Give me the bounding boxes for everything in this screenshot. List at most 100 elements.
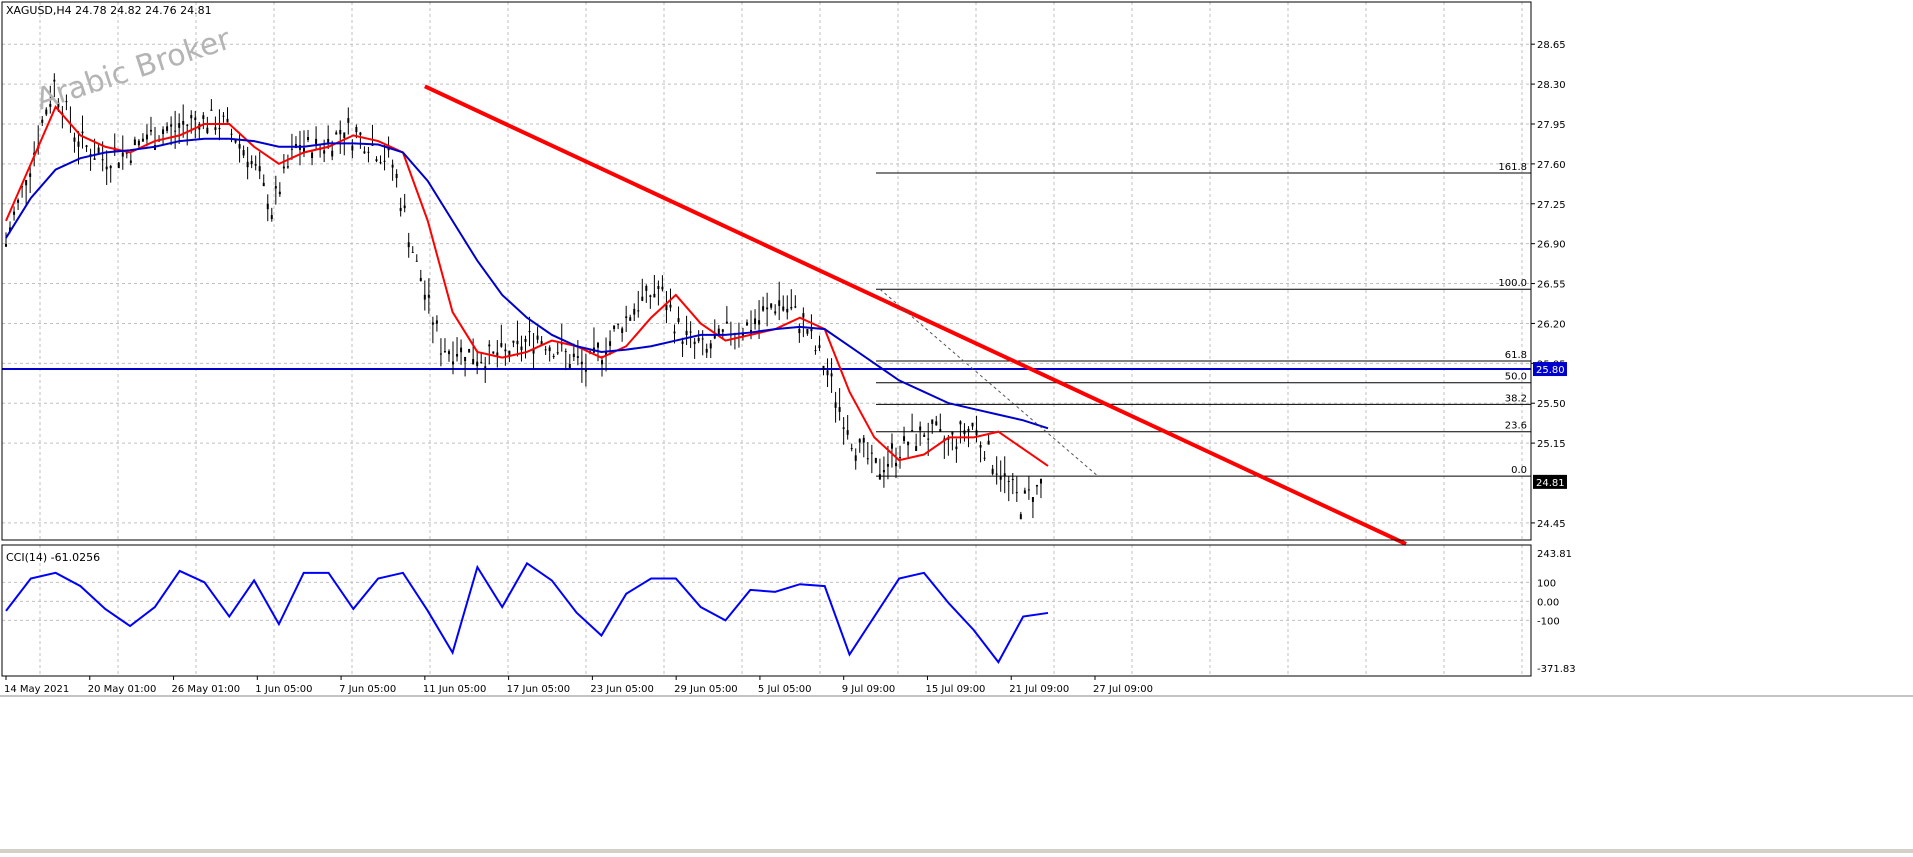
moving-averages bbox=[5, 105, 1049, 467]
y-tick-label: 24.45 bbox=[1537, 519, 1566, 530]
x-tick-label: 5 Jul 05:00 bbox=[758, 684, 812, 695]
candle-body bbox=[504, 349, 507, 352]
candle-body bbox=[411, 251, 414, 253]
x-tick-label: 29 Jun 05:00 bbox=[674, 684, 738, 695]
candle-body bbox=[1039, 478, 1042, 484]
candle-body bbox=[133, 139, 136, 146]
candle-body bbox=[452, 361, 455, 365]
candle-body bbox=[903, 436, 906, 441]
candle-body bbox=[226, 118, 229, 123]
x-tick-label: 1 Jun 05:00 bbox=[255, 684, 312, 695]
candle-body bbox=[1007, 480, 1010, 482]
candle-body bbox=[741, 332, 744, 336]
candle-body bbox=[395, 173, 398, 179]
candle-body bbox=[894, 462, 897, 467]
candle-body bbox=[665, 304, 668, 311]
candle-body bbox=[532, 349, 535, 354]
candle-body bbox=[403, 205, 406, 209]
y-tick-label: 25.15 bbox=[1537, 439, 1566, 450]
candle-body bbox=[166, 126, 169, 131]
candle-body bbox=[601, 360, 604, 365]
candle-body bbox=[145, 134, 148, 140]
candle-body bbox=[641, 296, 644, 301]
candle-body bbox=[431, 322, 434, 325]
candle-body bbox=[435, 320, 438, 324]
candle-body bbox=[717, 328, 720, 335]
candle-body bbox=[468, 349, 471, 353]
candle-body bbox=[355, 126, 358, 133]
slow-ma-line bbox=[5, 137, 1049, 430]
fibo-level-label: 161.8 bbox=[1498, 162, 1527, 173]
candle-body bbox=[766, 307, 769, 310]
candle-body bbox=[488, 344, 491, 347]
watermark: Arabic Broker bbox=[32, 22, 236, 118]
candle-body bbox=[496, 352, 499, 356]
candle-body bbox=[238, 144, 241, 149]
candle-body bbox=[915, 446, 918, 452]
candle-body bbox=[713, 334, 716, 339]
y-tick-label: 26.55 bbox=[1537, 280, 1566, 291]
candle-body bbox=[923, 434, 926, 437]
main-plot-frame bbox=[1, 1, 1532, 541]
candle-body bbox=[556, 352, 559, 354]
candle-body bbox=[633, 308, 636, 315]
candle-body bbox=[890, 443, 893, 449]
candle-body bbox=[65, 101, 68, 103]
candle-body bbox=[53, 79, 56, 82]
candle-body bbox=[77, 141, 80, 147]
candle-body bbox=[629, 317, 632, 321]
tab-strip bbox=[0, 849, 1913, 853]
candle-body bbox=[290, 148, 293, 150]
y-tick-label: 27.95 bbox=[1537, 120, 1566, 131]
candle-body bbox=[21, 186, 24, 188]
candle-body bbox=[669, 304, 672, 308]
x-tick-label: 21 Jul 09:00 bbox=[1009, 684, 1069, 695]
candle-body bbox=[693, 341, 696, 345]
candle-body bbox=[621, 328, 624, 333]
candle-body bbox=[343, 132, 346, 139]
candle-body bbox=[327, 138, 330, 144]
candle-body bbox=[427, 294, 430, 298]
candle-body bbox=[508, 350, 511, 356]
candle-body bbox=[331, 150, 334, 157]
candle-body bbox=[927, 438, 930, 440]
candle-body bbox=[315, 138, 318, 144]
candle-body bbox=[1019, 514, 1022, 520]
cci-tick-label: -100 bbox=[1537, 616, 1560, 627]
candle-body bbox=[274, 186, 277, 189]
candle-body bbox=[500, 343, 503, 347]
candle-body bbox=[637, 310, 640, 312]
candle-body bbox=[516, 340, 519, 345]
candle-body bbox=[1035, 484, 1038, 487]
candle-body bbox=[963, 430, 966, 435]
candle-body bbox=[73, 137, 76, 142]
candle-body bbox=[101, 159, 104, 161]
candle-body bbox=[721, 329, 724, 332]
candle-body bbox=[363, 151, 366, 154]
candle-body bbox=[129, 160, 132, 163]
candle-body bbox=[222, 115, 225, 117]
candle-body bbox=[758, 320, 761, 325]
candle-body bbox=[685, 330, 688, 336]
fibo-level-label: 50.0 bbox=[1505, 372, 1527, 383]
candle-body bbox=[230, 133, 233, 135]
candle-body bbox=[415, 260, 418, 262]
fibonacci-levels: 161.8 100.0 61.8 50.0 38.2 23.6 0.0 bbox=[876, 162, 1531, 477]
candle-body bbox=[677, 318, 680, 323]
candle-body bbox=[794, 306, 797, 308]
x-tick-label: 11 Jun 05:00 bbox=[423, 684, 487, 695]
candle-body bbox=[931, 419, 934, 424]
candle-body bbox=[149, 129, 152, 132]
candle-body bbox=[286, 166, 289, 168]
candle-body bbox=[709, 343, 712, 349]
support-price-label: 25.80 bbox=[1536, 365, 1565, 376]
cci-line-layer bbox=[5, 561, 1049, 664]
candle-body bbox=[745, 322, 748, 326]
candle-body bbox=[1011, 479, 1014, 481]
candle-body bbox=[174, 130, 177, 132]
candle-body bbox=[645, 285, 648, 291]
candle-body bbox=[967, 428, 970, 432]
candle-body bbox=[182, 120, 185, 125]
candle-body bbox=[866, 458, 869, 460]
